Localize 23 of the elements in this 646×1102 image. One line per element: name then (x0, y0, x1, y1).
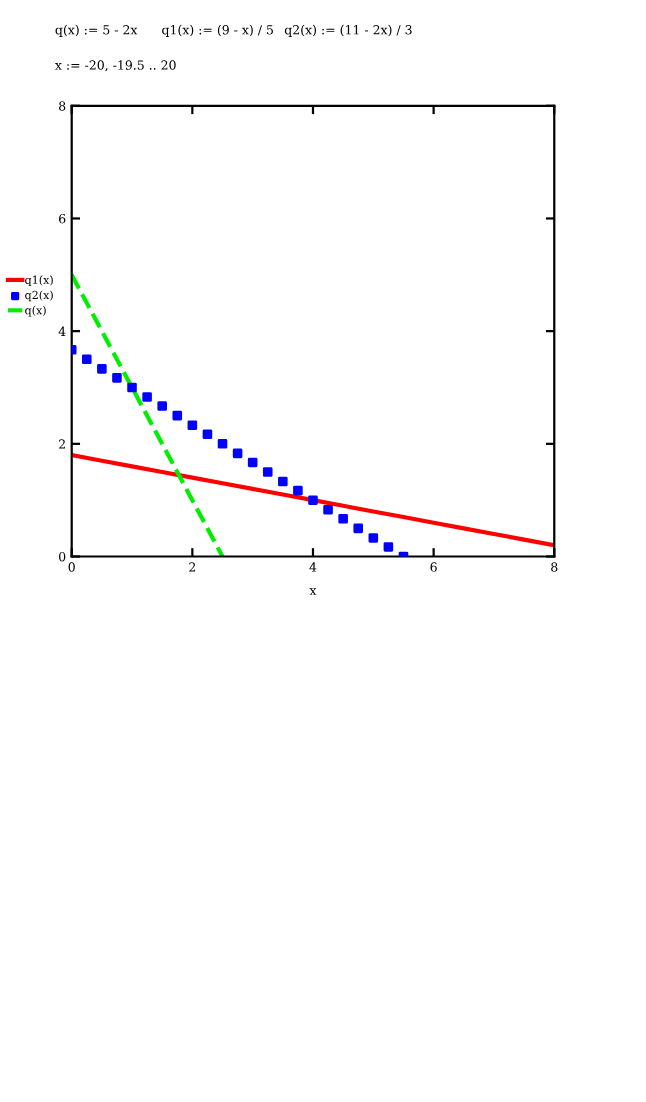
point (323, 504, 333, 515)
line-series (71, 453, 555, 548)
point (232, 448, 243, 459)
point (112, 373, 122, 383)
point (247, 457, 258, 468)
point (142, 392, 152, 402)
point (217, 439, 228, 449)
point (383, 542, 394, 552)
point (202, 429, 213, 440)
point (353, 523, 364, 534)
point (172, 410, 183, 421)
point (157, 401, 167, 411)
point (81, 354, 92, 365)
point (262, 467, 273, 477)
point (127, 382, 137, 393)
point (278, 476, 288, 487)
point (293, 485, 303, 496)
point (368, 533, 379, 543)
line-series (71, 272, 225, 557)
point (308, 495, 318, 505)
point (187, 420, 198, 431)
point (97, 364, 107, 374)
point (338, 513, 348, 524)
